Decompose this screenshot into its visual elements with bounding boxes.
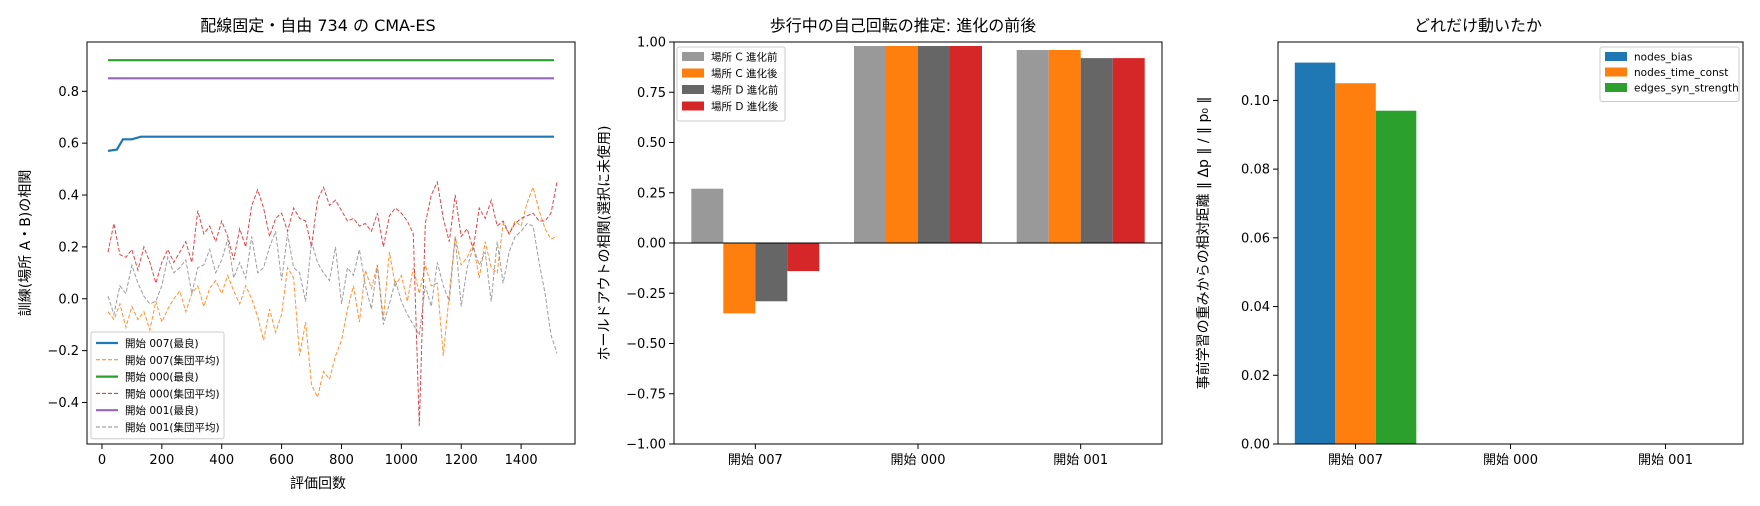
x-axis-label: 評価回数 (290, 476, 346, 492)
bar-d (787, 243, 820, 272)
y-tick-label: 0.6 (58, 137, 79, 152)
legend-label: 場所 C 進化後 (711, 67, 778, 80)
x-tick-label: 開始 001 (1053, 453, 1108, 468)
y-tick-label: 0.50 (637, 136, 666, 151)
legend-swatch (1605, 52, 1627, 61)
x-tick-label: 200 (149, 453, 174, 468)
y-tick-label: −1.00 (626, 438, 666, 453)
y-axis-label: 事前学習の重みからの相対距離 ‖ Δp ‖ / ‖ p₀ ‖ (1195, 97, 1212, 390)
x-tick-label: 開始 001 (1638, 453, 1693, 468)
legend-swatch (682, 52, 704, 61)
y-tick-label: 0.2 (58, 240, 79, 255)
y-tick-label: 0.8 (58, 85, 79, 100)
series-line-007 (107, 135, 554, 152)
bar-d (1080, 58, 1113, 243)
x-tick-label: 800 (329, 453, 354, 468)
chart-title: 歩行中の自己回転の推定: 進化の前後 (770, 16, 1036, 35)
bar-d (755, 243, 788, 302)
x-tick-label: 400 (209, 453, 234, 468)
y-axis-label: 訓練(場所 A・B)の相関 (18, 170, 34, 317)
plot-frame (86, 41, 576, 445)
panel-rotation-estimate: 歩行中の自己回転の推定: 進化の前後 ホールドアウトの相関(選択に未使用) −1… (596, 16, 1163, 468)
y-tick-label: 0.04 (1241, 300, 1270, 315)
legend-swatch (682, 101, 704, 111)
chart-title: どれだけ動いたか (1414, 16, 1542, 35)
plot-frame (673, 41, 1163, 445)
legend: 開始 007(最良) 開始 007(集団平均) 開始 000(最良) 開始 000(集… (90, 331, 225, 440)
legend-label: 場所 C 進化前 (711, 51, 778, 64)
legend-label: 開始 007(最良) (125, 337, 199, 350)
bar-nodes-time-const (1335, 83, 1376, 444)
x-tick-label: 開始 000 (891, 453, 946, 468)
y-tick-label: 0.75 (637, 86, 666, 101)
plot-frame (1277, 41, 1744, 445)
legend-label: edges_syn_strength (1634, 83, 1739, 95)
legend-swatch (682, 85, 704, 94)
legend-label: 開始 000(最良) (125, 371, 199, 384)
bar-d (918, 46, 950, 243)
y-tick-label: −0.75 (626, 387, 666, 402)
bar-nodes-bias (1294, 62, 1336, 444)
bar-d (950, 46, 982, 243)
y-tick-label: 0.0 (58, 292, 79, 307)
bar-c (691, 188, 724, 243)
legend-label: 場所 D 進化前 (711, 84, 778, 97)
legend-box (90, 331, 225, 440)
x-tick-label: 0 (98, 453, 106, 468)
legend: nodes_bias nodes_time_const edges_syn_stre… (1599, 46, 1740, 102)
x-tick-label: 開始 007 (728, 453, 783, 468)
legend-swatch (682, 68, 704, 78)
legend-box (1599, 46, 1740, 102)
y-tick-label: 0.4 (58, 189, 79, 204)
bar-c (1048, 50, 1081, 243)
y-tick-label: 0.06 (1241, 231, 1270, 246)
y-tick-label: −0.25 (626, 287, 666, 302)
y-tick-label: 0.02 (1241, 369, 1270, 384)
bar-edges-syn-strength (1375, 110, 1417, 444)
bar-d (1112, 58, 1145, 243)
legend-label: nodes_bias (1634, 52, 1692, 64)
legend-swatch (1605, 67, 1627, 77)
bar-c (854, 46, 886, 243)
legend-swatch (1605, 83, 1627, 92)
series-line-007 (107, 185, 558, 399)
y-tick-label: 0.25 (637, 186, 666, 201)
panel-cma-es-correlation: 配線固定・自由 734 の CMA-ES 評価回数 訓練(場所 A・B)の相関 … (18, 16, 576, 492)
y-axis-label: ホールドアウトの相関(選択に未使用) (596, 126, 613, 361)
x-tick-label: 600 (269, 453, 294, 468)
series-line-000 (107, 180, 558, 426)
legend-label: 開始 001(集団平均) (125, 421, 220, 434)
x-tick-label: 開始 000 (1483, 453, 1538, 468)
y-tick-label: 0.08 (1241, 163, 1270, 178)
y-tick-label: 1.00 (637, 36, 666, 51)
y-tick-label: −0.2 (47, 344, 79, 359)
legend-label: nodes_time_const (1634, 67, 1728, 79)
y-tick-label: 0.00 (1241, 438, 1270, 453)
chart-title: 配線固定・自由 734 の CMA-ES (200, 16, 435, 35)
x-tick-label: 1200 (445, 453, 478, 468)
y-tick-label: −0.50 (626, 337, 666, 352)
y-tick-label: −0.4 (47, 396, 79, 411)
series-line-001 (107, 222, 558, 354)
bar-c (1016, 50, 1049, 243)
y-tick-label: 0.10 (1241, 94, 1270, 109)
bar-c (723, 243, 756, 314)
legend-label: 開始 000(集団平均) (125, 387, 220, 400)
x-tick-label: 1000 (385, 453, 418, 468)
bar-c (886, 46, 918, 243)
panel-weight-movement: どれだけ動いたか 事前学習の重みからの相対距離 ‖ Δp ‖ / ‖ p₀ ‖ … (1195, 16, 1744, 468)
legend-label: 場所 D 進化後 (711, 100, 779, 113)
x-tick-label: 開始 007 (1328, 453, 1383, 468)
x-tick-label: 1400 (505, 453, 538, 468)
legend-label: 開始 007(集団平均) (125, 354, 220, 367)
legend-label: 開始 001(最良) (125, 404, 199, 417)
y-tick-label: 0.00 (637, 237, 666, 252)
